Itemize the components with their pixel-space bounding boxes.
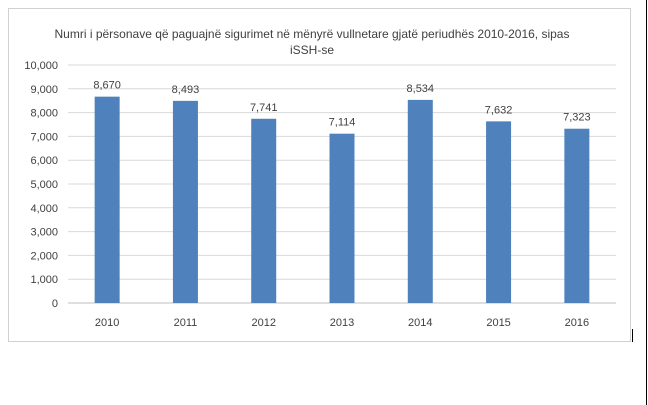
chart-title-line-1: Numri i përsonave që paguajnë sigurimet … — [55, 27, 570, 41]
data-label-2011: 8,493 — [172, 84, 200, 96]
chart-title-line-2: iSSH-se — [290, 43, 334, 57]
y-tick-label: 8,000 — [30, 108, 58, 120]
bar-2014 — [407, 99, 433, 303]
x-tick-label-2011: 2011 — [174, 317, 198, 329]
data-label-2015: 7,632 — [485, 104, 513, 116]
y-tick-label: 10,000 — [24, 60, 58, 72]
data-label-2016: 7,323 — [563, 112, 591, 124]
data-label-2014: 8,534 — [407, 83, 435, 95]
data-label-2013: 7,114 — [329, 117, 356, 129]
bar-2016 — [564, 128, 590, 303]
y-tick-label: 1,000 — [30, 274, 58, 286]
y-tick-label: 4,000 — [30, 203, 58, 215]
bar-2015 — [486, 121, 512, 303]
bar-2012 — [251, 118, 277, 304]
y-tick-label: 7,000 — [30, 131, 58, 143]
y-tick-label: 3,000 — [30, 227, 58, 239]
y-tick-label: 9,000 — [30, 84, 58, 96]
data-label-2010: 8,670 — [93, 80, 121, 92]
bar-2013 — [329, 133, 355, 303]
x-tick-label-2013: 2013 — [330, 317, 354, 329]
y-tick-label: 0 — [52, 298, 58, 310]
y-tick-label: 5,000 — [30, 179, 58, 191]
x-tick-label-2010: 2010 — [95, 317, 119, 329]
x-tick-label-2012: 2012 — [251, 317, 275, 329]
x-tick-label-2014: 2014 — [408, 317, 432, 329]
x-tick-label-2016: 2016 — [565, 317, 589, 329]
x-tick-label-2015: 2015 — [486, 317, 510, 329]
bar-2010 — [94, 96, 120, 304]
frame-corner-mark — [632, 329, 633, 342]
page-edge-line — [646, 0, 647, 405]
data-label-2012: 7,741 — [250, 102, 278, 114]
bar-2011 — [172, 100, 198, 303]
y-tick-label: 2,000 — [30, 250, 58, 262]
y-tick-label: 6,000 — [30, 155, 58, 167]
